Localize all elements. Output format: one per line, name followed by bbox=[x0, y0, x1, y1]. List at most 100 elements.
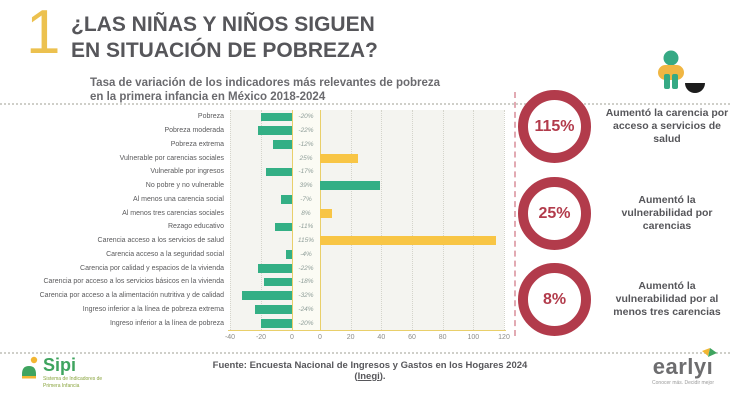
stat-label-carencias: Aumentó la vulnerabilidad por carencias bbox=[621, 193, 713, 233]
bar bbox=[261, 318, 292, 328]
category-label: Carencia acceso a la seguridad social bbox=[106, 250, 224, 258]
chart-row: Pobreza moderada -22% bbox=[10, 124, 504, 138]
zero-axis-right bbox=[320, 110, 321, 330]
value-label: -32% bbox=[298, 292, 314, 300]
x-tick-label: 120 bbox=[498, 334, 510, 341]
bar bbox=[257, 263, 292, 273]
bar-track-positive bbox=[320, 234, 504, 248]
bar-track-negative bbox=[230, 206, 292, 220]
chart-row: Al menos una carencia social -7% bbox=[10, 193, 504, 207]
chart-row: Vulnerable por carencias sociales 25% bbox=[10, 151, 504, 165]
chart-row: No pobre y no vulnerable 39% bbox=[10, 179, 504, 193]
bar bbox=[264, 277, 292, 287]
value-label: -4% bbox=[300, 250, 312, 258]
category-label: Pobreza bbox=[197, 113, 224, 121]
x-tick-label: 40 bbox=[377, 334, 386, 341]
gridline bbox=[381, 110, 383, 330]
source-prefix: Fuente: Encuesta Nacional de Ingresos y … bbox=[212, 360, 528, 382]
zero-axis-left bbox=[292, 110, 293, 330]
chart-row: Rezago educativo -11% bbox=[10, 220, 504, 234]
bar-track-negative bbox=[230, 275, 292, 289]
value-label: -18% bbox=[298, 278, 314, 286]
chart-title: Tasa de variación de los indicadores más… bbox=[90, 77, 440, 105]
bar-track-positive bbox=[320, 138, 504, 152]
chart-row: Ingreso inferior a la línea de pobreza e… bbox=[10, 303, 504, 317]
bar-track-negative bbox=[230, 220, 292, 234]
early-logo-i: ı bbox=[706, 354, 714, 379]
category-label: Al menos una carencia social bbox=[132, 195, 224, 203]
top-dotted-divider bbox=[0, 103, 730, 105]
early-logo-tagline: Conocer más. Decidir mejor bbox=[652, 380, 714, 386]
stat-value-three-carencias: 8% bbox=[542, 290, 567, 308]
bar bbox=[242, 291, 292, 300]
bar-track-positive bbox=[320, 110, 504, 124]
early-institute-logo: earlyı Conocer más. Decidir mejor bbox=[652, 348, 718, 386]
bar bbox=[285, 250, 292, 259]
stat-three-carencias: 8% Aumentó la vulnerabilidad por al meno… bbox=[518, 263, 730, 336]
bar-track-positive bbox=[320, 220, 504, 234]
stats-connector-dashed-line bbox=[514, 92, 516, 336]
value-label: -20% bbox=[298, 319, 314, 327]
bar-track-positive bbox=[320, 289, 504, 303]
stat-ring-health: 115% bbox=[518, 90, 591, 163]
category-label: Pobreza extrema bbox=[170, 140, 224, 148]
title-line-1: ¿LAS NIÑAS Y NIÑOS SIGUEN bbox=[71, 13, 375, 36]
chart-row: Vulnerable por ingresos -17% bbox=[10, 165, 504, 179]
chart-title-line-2: en la primera infancia en México 2018-20… bbox=[90, 90, 326, 103]
category-label: Carencia acceso a los servicios de salud bbox=[97, 237, 224, 245]
bar-track-negative bbox=[230, 248, 292, 262]
bar-track-negative bbox=[230, 124, 292, 138]
chart-row: Carencia por acceso a la alimentación nu… bbox=[10, 289, 504, 303]
value-label: 25% bbox=[299, 154, 313, 162]
value-label: -24% bbox=[298, 305, 314, 313]
bar bbox=[320, 236, 497, 245]
stat-ring-three-carencias: 8% bbox=[518, 263, 591, 336]
early-logo-text: early bbox=[652, 354, 707, 379]
stat-value-health: 115% bbox=[534, 117, 575, 135]
x-tick-label: 80 bbox=[438, 334, 447, 341]
poverty-indicators-bar-chart: Pobreza -20% Pobreza moderada -22% Pobreza e… bbox=[10, 110, 510, 350]
value-label: -20% bbox=[298, 113, 314, 121]
category-label: Pobreza moderada bbox=[164, 127, 224, 135]
gridline bbox=[261, 110, 262, 330]
bar bbox=[273, 140, 292, 149]
bar-track-positive bbox=[320, 124, 504, 138]
value-label: -17% bbox=[298, 168, 314, 176]
chart-row: Ingreso inferior a la línea de pobreza -2… bbox=[10, 316, 504, 330]
x-tick-label: 0 bbox=[318, 334, 322, 341]
sipi-logo-tagline: Sistema de Indicadores de Primera Infanc… bbox=[43, 376, 103, 389]
bar-track-positive bbox=[320, 206, 504, 220]
bar-track-negative bbox=[230, 179, 292, 193]
bar-track-positive bbox=[320, 316, 504, 330]
category-label: Rezago educativo bbox=[167, 223, 224, 231]
person-with-empty-bowl-icon bbox=[658, 50, 705, 93]
category-label: Al menos tres carencias sociales bbox=[122, 209, 224, 217]
bar-track-positive bbox=[320, 303, 504, 317]
bar bbox=[320, 181, 380, 190]
x-tick-label: -40 bbox=[224, 334, 236, 341]
bar bbox=[281, 195, 292, 204]
value-label: 115% bbox=[297, 237, 315, 245]
bar-track-negative bbox=[230, 261, 292, 275]
gridline bbox=[442, 110, 444, 330]
chart-row: Carencia acceso a la seguridad social -4% bbox=[10, 248, 504, 262]
bar-track-positive bbox=[320, 151, 504, 165]
chart-row: Pobreza extrema -12% bbox=[10, 138, 504, 152]
value-column-background bbox=[292, 110, 320, 330]
bar bbox=[254, 305, 292, 314]
category-label: Vulnerable por carencias sociales bbox=[119, 154, 224, 162]
gridline bbox=[504, 110, 505, 330]
bar-track-positive bbox=[320, 179, 504, 193]
gridline bbox=[350, 110, 352, 330]
category-label: Carencia por acceso a los servicios bási… bbox=[43, 278, 224, 286]
bar-track-positive bbox=[320, 248, 504, 262]
stat-label-health: Aumentó la carencia por acceso a servici… bbox=[605, 106, 729, 146]
bar-track-negative bbox=[230, 303, 292, 317]
bar bbox=[320, 208, 333, 218]
value-label: -12% bbox=[298, 140, 314, 148]
x-tick-label: 60 bbox=[408, 334, 416, 341]
inegi-link[interactable]: Inegi bbox=[357, 371, 380, 382]
bar-track-negative bbox=[230, 193, 292, 207]
chart-title-line-1: Tasa de variación de los indicadores más… bbox=[90, 77, 441, 89]
